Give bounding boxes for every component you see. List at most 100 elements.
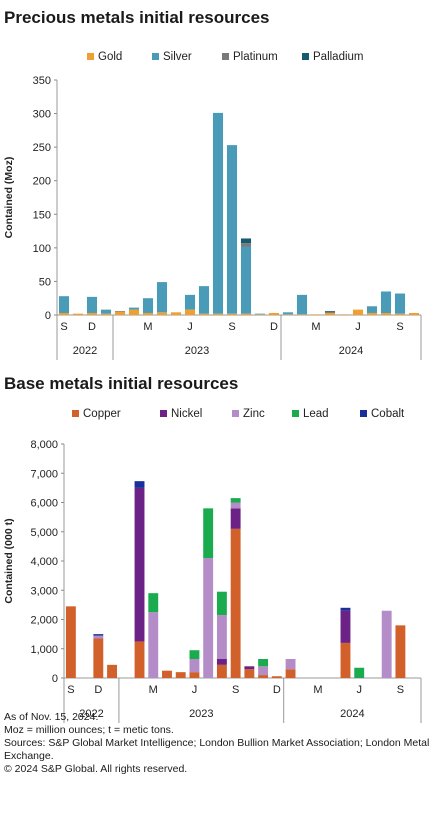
x-tick-label: S [397, 684, 404, 696]
bar-zinc-2023-06 [189, 658, 200, 673]
x-tick-label: J [187, 321, 193, 333]
x-tick-label: S [228, 321, 235, 333]
bar-gold-2023-10 [240, 313, 252, 315]
bar-silver-2023-02 [128, 307, 140, 310]
bar-gold-2022-11 [86, 312, 98, 315]
bar-zinc-2024-01 [285, 658, 296, 670]
y-tick-label: 7,000 [30, 468, 58, 480]
bar-nickel-2023-02 [134, 487, 145, 642]
bar-zinc-2023-11 [258, 666, 269, 676]
legend-label-cobalt: Cobalt [371, 408, 405, 420]
legend-swatch-cobalt [360, 410, 367, 417]
year-label-2024: 2024 [340, 708, 364, 720]
bar-silver-2023-07 [198, 286, 210, 314]
y-tick-label: 2,000 [30, 615, 58, 627]
bar-copper-2023-04 [162, 670, 172, 678]
bar-gold-2024-02 [296, 314, 308, 315]
legend-swatch-copper [72, 410, 79, 417]
bar-gold-2024-10 [408, 312, 420, 315]
precious-metals-chart: Gold Silver Platinum Palladium 0 50 100 150 200 2… [3, 51, 422, 360]
legend-label-platinum: Platinum [233, 51, 278, 63]
y-axis-title: Contained (Moz) [3, 157, 15, 239]
y-tick-label: 0 [52, 673, 58, 685]
x-tick-label: S [67, 684, 74, 696]
y-tick-label: 350 [33, 75, 51, 87]
legend-swatch-platinum [222, 53, 229, 60]
base-chart-title: Base metals initial resources [4, 374, 239, 393]
bar-gold-2022-09 [58, 312, 70, 315]
bar-silver-2023-03 [142, 298, 154, 313]
chart-notes: As of Nov. 15, 2024. Moz = million ounce… [4, 711, 432, 776]
bar-lead-2023-11 [258, 658, 269, 667]
precious-chart-title: Precious metals initial resources [4, 8, 270, 27]
bar-gold-2024-03 [310, 314, 322, 315]
legend-label-lead: Lead [303, 408, 329, 420]
legend-swatch-palladium [302, 53, 309, 60]
bar-zinc-2023-09 [230, 502, 241, 509]
bar-copper-2023-06 [189, 672, 200, 678]
legend-label-gold: Gold [98, 51, 122, 63]
x-tick-label: D [270, 321, 278, 333]
y-axis-title: Contained (000 t) [3, 518, 15, 603]
bar-gold-2022-10 [72, 313, 84, 315]
legend-swatch-nickel [160, 410, 167, 417]
bar-gold-2022-12 [100, 313, 112, 315]
base-metals-chart: Copper Nickel Zinc Lead Cobalt 0 1,000 2,000 3,0… [3, 408, 422, 723]
bar-zinc-2022-11 [93, 635, 104, 639]
bar-platinum-2023-10 [240, 243, 252, 247]
legend-label-silver: Silver [163, 51, 192, 63]
bar-silver-2024-08 [380, 291, 392, 313]
bar-gold-2023-02 [128, 309, 140, 315]
note-sources: Sources: S&P Global Market Intelligence;… [4, 737, 430, 762]
bar-gold-2023-01 [114, 311, 126, 315]
bar-lead-2023-03 [148, 593, 159, 613]
x-tick-label: J [356, 684, 362, 696]
bar-silver-2024-02 [296, 294, 308, 315]
bar-zinc-2023-03 [148, 612, 159, 678]
x-tick-label: M [143, 321, 152, 333]
bar-silver-2022-12 [100, 309, 112, 314]
bar-palladium-2024-04 [324, 310, 336, 312]
bar-palladium-2023-10 [240, 238, 252, 244]
bar-nickel-2023-09 [230, 508, 241, 529]
bar-nickel-2024-05 [340, 610, 351, 643]
legend-swatch-lead [292, 410, 299, 417]
y-tick-label: 300 [33, 109, 51, 121]
bar-silver-2023-10 [240, 246, 252, 314]
bar-gold-2024-06 [352, 309, 364, 315]
bar-silver-2024-07 [366, 306, 378, 313]
year-label-2024: 2024 [339, 345, 363, 357]
legend-swatch-gold [87, 53, 94, 60]
y-tick-label: 6,000 [30, 498, 58, 510]
bar-lead-2024-06 [354, 667, 365, 678]
bar-silver-2023-04 [156, 282, 168, 313]
bar-cobalt-2022-11 [93, 634, 104, 636]
bar-copper-2023-09 [230, 528, 241, 678]
y-tick-label: 250 [33, 142, 51, 154]
bar-zinc-2024-08 [381, 610, 392, 678]
bar-gold-2024-01 [282, 314, 294, 315]
y-tick-label: 50 [39, 276, 51, 288]
x-tick-label: M [313, 684, 322, 696]
bar-silver-2023-06 [184, 294, 196, 310]
bar-lead-2023-08 [216, 591, 227, 616]
bar-copper-2023-12 [271, 676, 282, 678]
year-label-2022: 2022 [79, 708, 103, 720]
year-label-2022: 2022 [73, 345, 97, 357]
bar-copper-2023-02 [134, 641, 145, 678]
y-tick-label: 200 [33, 176, 51, 188]
bar-gold-2024-07 [366, 312, 378, 315]
note-units: Moz = million ounces; t = metic tons. [4, 724, 174, 736]
bar-silver-2022-11 [86, 296, 98, 313]
year-label-2023: 2023 [185, 345, 209, 357]
legend-swatch-silver [152, 53, 159, 60]
y-tick-label: 150 [33, 209, 51, 221]
x-tick-label: D [94, 684, 102, 696]
x-tick-label: M [311, 321, 320, 333]
bar-lead-2023-07 [203, 508, 214, 559]
bar-copper-2023-05 [175, 672, 186, 678]
x-tick-label: M [149, 684, 158, 696]
bar-copper-2022-12 [107, 664, 117, 678]
y-tick-label: 8,000 [30, 439, 58, 451]
year-label-2023: 2023 [189, 708, 213, 720]
